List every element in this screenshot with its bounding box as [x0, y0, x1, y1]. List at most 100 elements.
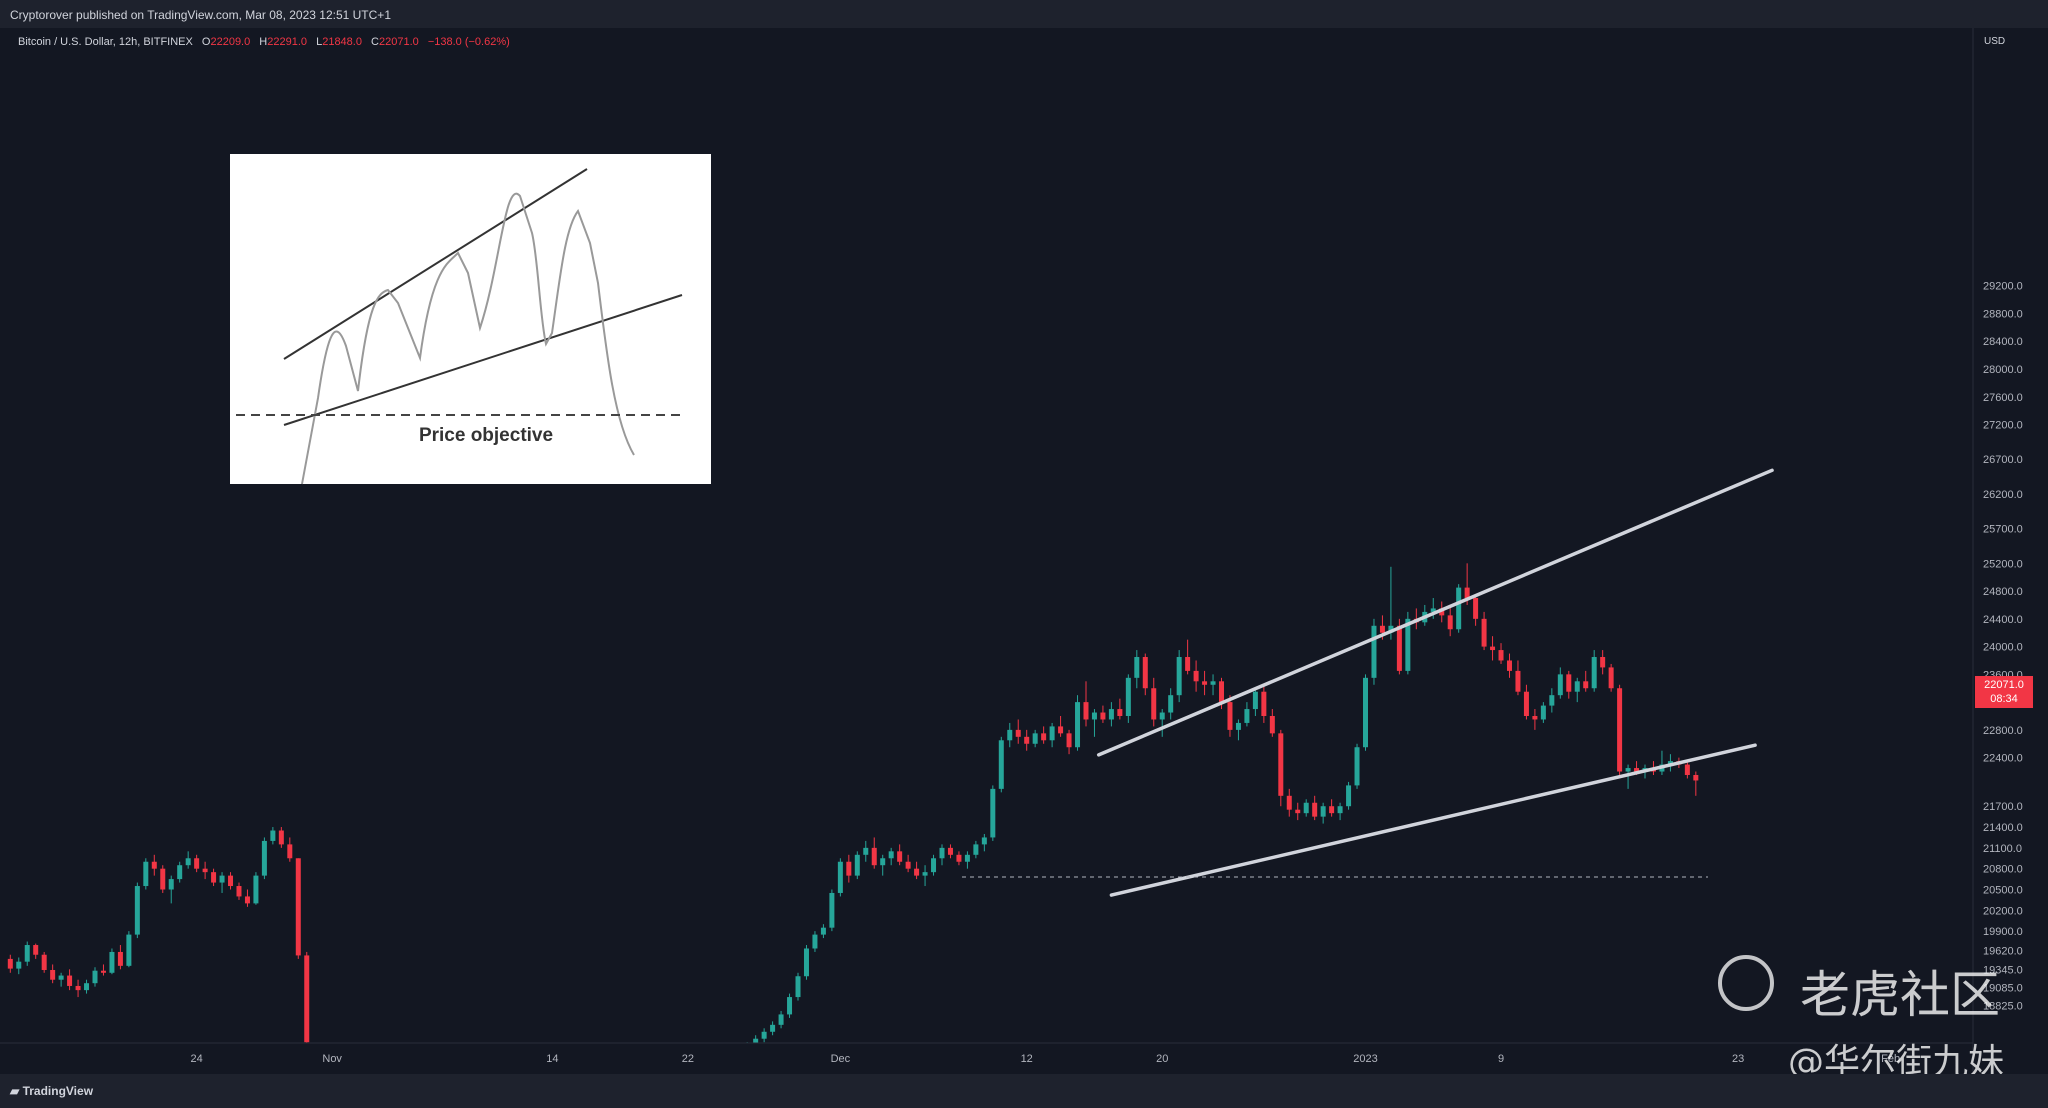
- candle: [1269, 709, 1275, 737]
- price-tick-label: 21400.0: [1983, 822, 2023, 834]
- symbol-name: Bitcoin / U.S. Dollar, 12h, BITFINEX: [18, 36, 193, 48]
- price-tick-label: 24400.0: [1983, 614, 2023, 626]
- candle: [854, 851, 860, 880]
- candle: [1108, 702, 1114, 727]
- open-label: O: [201, 36, 211, 48]
- time-axis[interactable]: 24Nov1422Dec12202023923Feb1321Mar1321: [0, 1042, 2048, 1065]
- candle: [1261, 684, 1267, 723]
- candle: [33, 943, 39, 959]
- price-tick-label: 22800.0: [1983, 725, 2023, 737]
- candle: [981, 833, 987, 852]
- price-tick-label: 28400.0: [1983, 336, 2023, 348]
- candle: [787, 993, 793, 1018]
- tradingview-logo[interactable]: ▰ TradingView: [10, 1084, 93, 1098]
- trendline-layer[interactable]: [962, 468, 1774, 897]
- publish-bar: Cryptorover published on TradingView.com…: [0, 0, 2048, 28]
- candle: [1193, 660, 1199, 692]
- candle: [871, 837, 877, 869]
- candle: [1693, 771, 1699, 796]
- candle: [1320, 802, 1326, 824]
- price-tick-label: 18825.0: [1983, 1001, 2023, 1013]
- price-tick-label: 19085.0: [1983, 983, 2023, 995]
- candle: [1151, 677, 1157, 727]
- candle: [1439, 601, 1445, 623]
- price-tick-label: 19345.0: [1983, 965, 2023, 977]
- candle: [837, 858, 843, 897]
- candle: [795, 972, 801, 1001]
- price-tick-label: 25700.0: [1983, 524, 2023, 536]
- candle: [1625, 764, 1631, 789]
- candle: [1142, 653, 1148, 696]
- price-tick-label: 24800.0: [1983, 586, 2023, 598]
- candle: [1473, 594, 1479, 626]
- price-tick-label: 21100.0: [1983, 843, 2022, 855]
- candle: [803, 945, 809, 980]
- candle: [1252, 688, 1258, 716]
- bar-countdown: 08:34: [1990, 693, 2018, 705]
- candle: [1549, 688, 1555, 713]
- candle: [1490, 636, 1496, 661]
- candle: [1303, 799, 1309, 817]
- candle: [67, 969, 73, 991]
- candle: [1312, 795, 1318, 821]
- candle: [1244, 702, 1250, 727]
- price-tick-label: 20800.0: [1983, 864, 2023, 876]
- candle: [1506, 653, 1512, 678]
- candle: [905, 854, 911, 873]
- candle: [7, 954, 13, 973]
- candle: [1117, 698, 1123, 720]
- time-tick-label: 14: [546, 1053, 558, 1065]
- last-price: 22071.0: [1984, 679, 2024, 691]
- candle: [1557, 667, 1563, 699]
- candle: [1388, 566, 1394, 640]
- candle: [1075, 695, 1081, 751]
- price-axis[interactable]: USD 29200.0 28800.0 28400.0 28000.0 27600.0 2…: [1972, 28, 2023, 1074]
- price-tick-label: 26200.0: [1983, 489, 2023, 501]
- time-tick-label: 20: [1156, 1053, 1168, 1065]
- candle: [1346, 781, 1352, 810]
- tiger-logo-icon: [1718, 955, 1774, 1011]
- symbol-legend: Bitcoin / U.S. Dollar, 12h, BITFINEX O22…: [18, 36, 510, 48]
- trendline-lower[interactable]: [1109, 743, 1757, 897]
- candle: [1337, 802, 1343, 821]
- trendline-upper[interactable]: [1096, 468, 1774, 757]
- candle: [829, 889, 835, 932]
- wedge-price-path: [301, 192, 635, 485]
- candle: [1125, 674, 1131, 723]
- candle: [1447, 604, 1453, 637]
- candle: [177, 861, 183, 883]
- currency-label: USD: [1984, 36, 2005, 47]
- candle: [1617, 684, 1623, 779]
- open-value: 22209.0: [210, 36, 251, 48]
- candle: [1041, 726, 1047, 744]
- candle: [1329, 799, 1335, 817]
- candle: [998, 736, 1004, 793]
- price-tick-label: 25200.0: [1983, 558, 2023, 570]
- candle: [1523, 684, 1529, 720]
- candle: [1667, 754, 1673, 772]
- candle: [109, 948, 115, 975]
- candle: [1295, 802, 1301, 821]
- candle: [914, 861, 920, 880]
- candle: [75, 979, 81, 998]
- candle: [1049, 722, 1055, 748]
- watermark-title: 老虎社区: [1800, 966, 2000, 1024]
- price-tick-label: 21700.0: [1983, 801, 2023, 813]
- price-tick-label: 20500.0: [1983, 885, 2023, 897]
- candle: [1058, 716, 1064, 737]
- candle: [185, 851, 191, 869]
- candle: [1202, 670, 1208, 696]
- candle: [92, 967, 98, 987]
- price-tick-label: 28000.0: [1983, 364, 2023, 376]
- candle: [897, 844, 903, 866]
- time-tick-label: 9: [1498, 1053, 1504, 1065]
- time-tick-label: Feb: [1881, 1053, 1900, 1065]
- candle: [1498, 643, 1504, 664]
- candle: [244, 889, 250, 907]
- price-tick-label: 22400.0: [1983, 753, 2023, 765]
- candle: [253, 872, 259, 905]
- footer-bar: [0, 1074, 2048, 1108]
- candle: [287, 837, 293, 862]
- price-chart[interactable]: USD 29200.0 28800.0 28400.0 28000.0 27600.0 2…: [0, 28, 2048, 1074]
- wedge-upper-line: [283, 168, 588, 360]
